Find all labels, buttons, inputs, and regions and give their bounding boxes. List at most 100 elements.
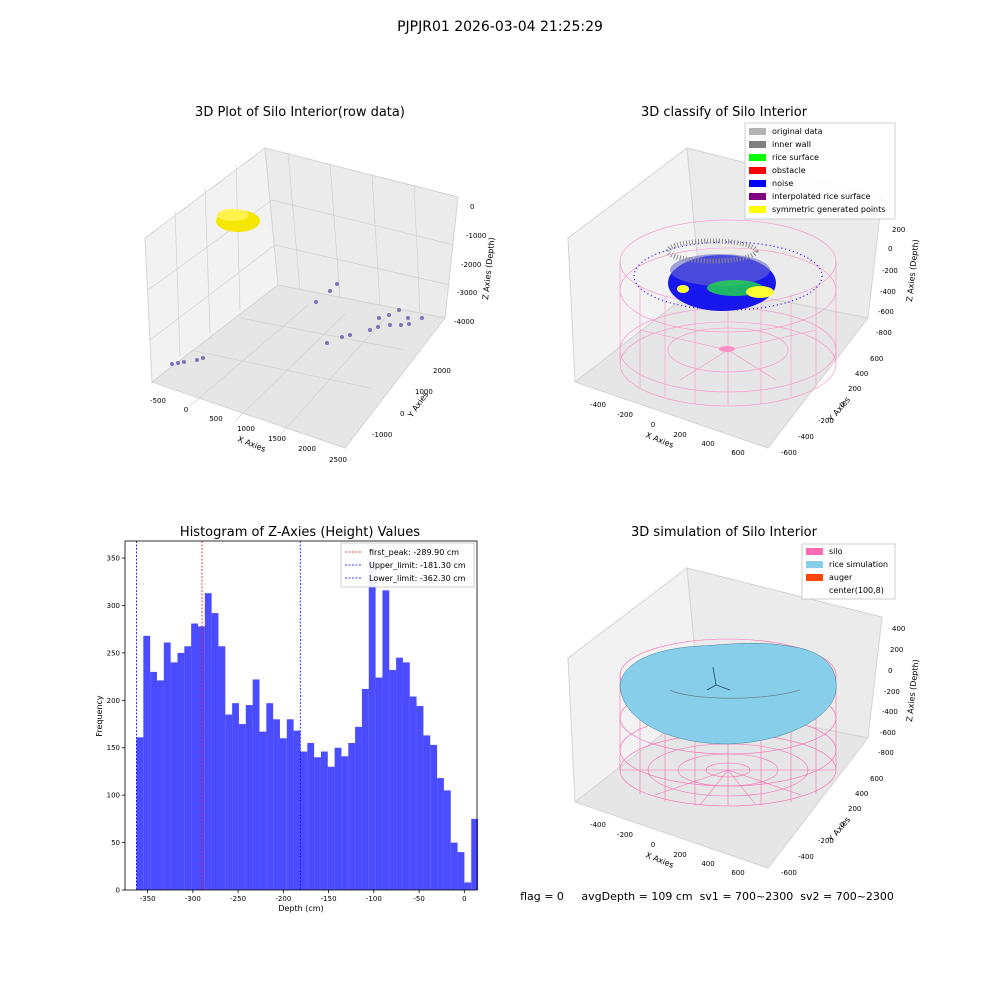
raw-ytick: 0 — [400, 410, 404, 418]
simulation-ztick: 400 — [892, 625, 905, 633]
classify-ztick: 200 — [892, 226, 905, 234]
histogram-bar — [184, 646, 192, 890]
histogram-bar — [382, 590, 390, 890]
simulation-ztick: -800 — [878, 749, 894, 757]
raw-xlabel: X Axies — [236, 435, 267, 454]
classify-ztick: -200 — [882, 267, 898, 275]
histogram-bar — [437, 778, 444, 890]
classify-wall-points — [665, 238, 759, 264]
simulation-ytick: 400 — [855, 790, 868, 798]
classify-legend: original data inner wall rice surface ob… — [744, 122, 896, 220]
histogram-bar — [464, 882, 472, 890]
histogram-bar — [191, 623, 198, 890]
raw-point — [420, 316, 424, 320]
raw-xtick: 1500 — [268, 435, 286, 443]
classify-ztick: -600 — [878, 308, 894, 316]
figure-title: PJPJR01 2026-03-04 21:25:29 — [397, 19, 603, 35]
histogram-ytick-label: 100 — [107, 792, 120, 800]
panel-simulation: 3D simulation of Silo Interior — [567, 525, 921, 877]
histogram-ytick-label: 0 — [116, 887, 120, 895]
raw-point — [406, 316, 410, 320]
classify-yellow-points-left — [677, 285, 689, 293]
histogram-reference-lines — [136, 541, 301, 890]
classify-ytick: 200 — [848, 385, 861, 393]
histogram-bar — [143, 635, 151, 890]
simulation-ytick: -200 — [818, 837, 834, 845]
histogram-bar — [218, 646, 226, 890]
histogram-bar — [300, 751, 308, 890]
classify-ytick: 600 — [870, 355, 883, 363]
raw-ytick: 2000 — [433, 367, 451, 375]
legend-label: obstacle — [772, 166, 806, 175]
histogram-bar — [156, 680, 164, 890]
histogram-bar — [368, 560, 376, 890]
raw-ytick: 1000 — [415, 388, 433, 396]
panel-raw-data: 3D Plot of Silo Interior(row data) — [144, 105, 497, 464]
raw-xtick: 500 — [209, 415, 222, 423]
histogram-bar — [150, 671, 157, 890]
raw-xtick: 0 — [184, 406, 188, 414]
legend-label-first-peak: first_peak: -289.90 cm — [369, 548, 459, 557]
histogram-bar — [409, 696, 417, 890]
histogram-bar — [450, 842, 458, 890]
simulation-legend: silo rice simulation auger center(100,8) — [801, 543, 896, 600]
simulation-xtick: 200 — [673, 851, 686, 859]
simulation-ytick: 200 — [848, 805, 861, 813]
histogram-bar — [163, 642, 171, 890]
histogram-ytick-label: 250 — [107, 649, 120, 657]
legend-swatch-rice-surface — [749, 154, 766, 161]
histogram-y-ticks: 0 50 100 150 200 250 300 350 — [107, 555, 125, 895]
simulation-ytick: -400 — [798, 853, 814, 861]
classify-silo-wireframe — [619, 219, 837, 407]
histogram-bar — [259, 731, 267, 890]
histogram-bar — [389, 669, 397, 890]
legend-swatch-silo — [806, 548, 823, 555]
raw-zlabel: Z Axies (Depth) — [481, 237, 497, 300]
legend-swatch-auger — [806, 574, 823, 581]
simulation-xtick: -400 — [590, 821, 606, 829]
histogram-bar — [348, 743, 356, 890]
classify-ztick: 0 — [888, 245, 892, 253]
histogram-bar — [341, 756, 349, 890]
legend-label: auger — [829, 573, 853, 582]
histogram-legend: first_peak: -289.90 cm Upper_limit: -181… — [340, 542, 475, 588]
classify-zlabel: Z Axies (Depth) — [905, 239, 921, 302]
histogram-bar — [355, 726, 362, 890]
classify-center-mark — [719, 346, 735, 352]
legend-label: center(100,8) — [829, 586, 884, 595]
classify-xtick: 200 — [673, 431, 686, 439]
legend-label: inner wall — [772, 140, 811, 149]
histogram-bar — [307, 743, 315, 890]
histogram-ytick-label: 350 — [107, 555, 120, 563]
simulation-ztick: 200 — [890, 646, 903, 654]
classify-xtick: 600 — [731, 449, 744, 457]
raw-point — [376, 325, 380, 329]
status-summary: flag = 0 avgDepth = 109 cm sv1 = 700~230… — [520, 890, 894, 903]
simulation-ylabel: Y Axies — [826, 815, 852, 844]
raw-point — [170, 362, 174, 366]
classify-pane-floor — [573, 284, 869, 449]
histogram-xtick-label: -150 — [321, 895, 337, 903]
legend-label: noise — [772, 179, 793, 188]
raw-point — [397, 308, 401, 312]
histogram-bar — [238, 724, 246, 890]
histogram-bar — [327, 766, 335, 890]
raw-point — [348, 333, 352, 337]
raw-point — [182, 360, 186, 364]
histogram-bar — [204, 593, 212, 890]
raw-ytick: -1000 — [372, 431, 392, 439]
histogram-bar — [361, 688, 369, 890]
histogram-bar — [423, 735, 431, 890]
panel-simulation-title: 3D simulation of Silo Interior — [631, 525, 818, 540]
classify-ztick: -800 — [876, 329, 892, 337]
simulation-xtick: 600 — [731, 869, 744, 877]
classify-ytick: 0 — [840, 401, 844, 409]
histogram-bar — [457, 852, 465, 890]
histogram-bar — [245, 705, 253, 890]
raw-points — [170, 282, 424, 366]
simulation-ztick: 0 — [888, 667, 892, 675]
panel-raw-title: 3D Plot of Silo Interior(row data) — [195, 105, 405, 120]
classify-ytick: -600 — [781, 449, 797, 457]
legend-label-upper-limit: Upper_limit: -181.30 cm — [369, 561, 466, 570]
